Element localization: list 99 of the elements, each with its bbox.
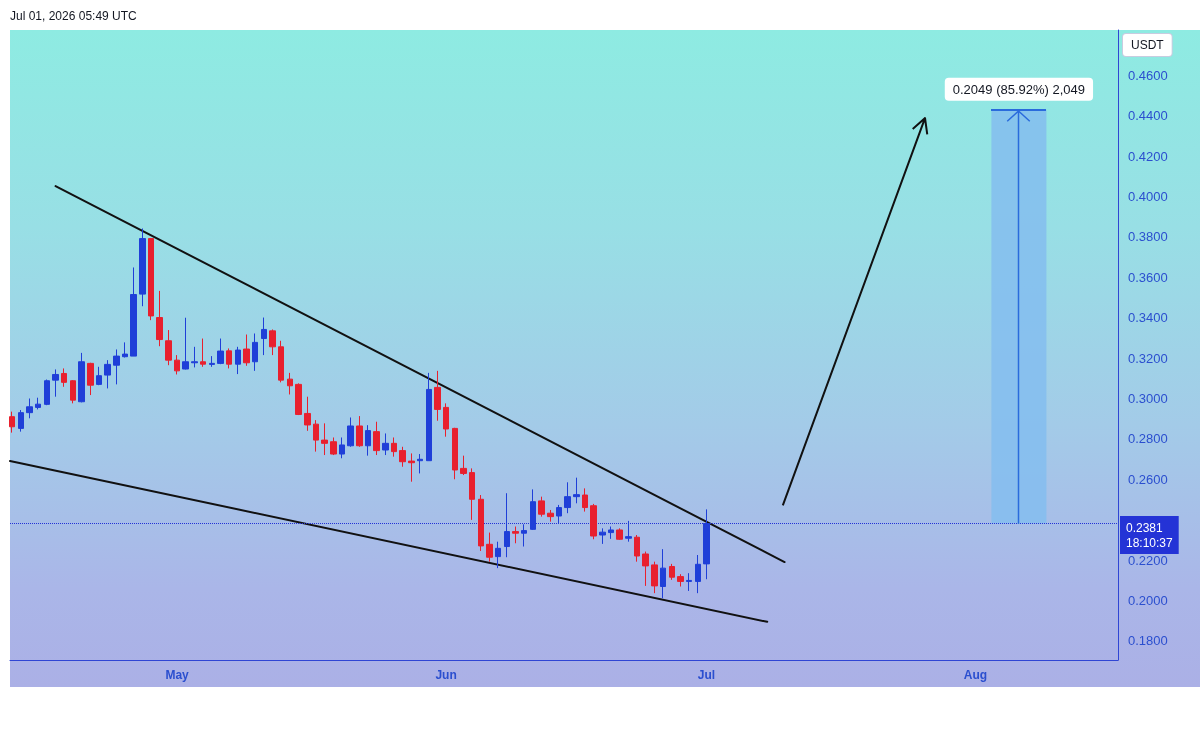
- candlestick: [408, 452, 415, 483]
- y-tick-label: 0.3600: [1128, 269, 1168, 285]
- candlestick: [347, 416, 354, 448]
- candlestick: [399, 446, 406, 468]
- candlestick: [564, 481, 571, 514]
- candlestick: [478, 494, 484, 552]
- y-tick-label: 0.3200: [1128, 350, 1168, 366]
- candlestick: [26, 398, 33, 419]
- candlestick: [243, 334, 250, 367]
- y-tick-label: 0.2800: [1128, 431, 1168, 447]
- candlestick: [261, 317, 267, 356]
- y-tick-label: 0.2200: [1128, 552, 1168, 568]
- candlestick: [486, 532, 493, 563]
- candlestick: [139, 227, 146, 307]
- candlestick: [434, 370, 441, 422]
- y-tick-label: 0.3800: [1128, 229, 1168, 245]
- candlestick: [104, 359, 111, 389]
- x-tick-label: Jun: [435, 668, 457, 682]
- candlestick: [148, 237, 154, 321]
- candlestick: [547, 509, 554, 523]
- candlestick: [599, 527, 606, 545]
- candlestick: [113, 348, 120, 385]
- candlestick: [469, 467, 475, 521]
- x-tick-label: Jul: [697, 668, 716, 682]
- candlestick: [330, 436, 337, 456]
- candlestick: [634, 534, 640, 563]
- text: Jul 01, 2026 05:49 UTC: [10, 9, 138, 23]
- candlestick: [130, 266, 137, 357]
- candlestick: [582, 487, 588, 513]
- y-tick-label: 0.2600: [1128, 471, 1168, 487]
- text: 18:10:37: [1126, 535, 1174, 550]
- candlestick: [252, 332, 258, 372]
- y-tick-label: 0.1800: [1128, 633, 1168, 649]
- candlestick: [642, 551, 649, 587]
- candlestick: [295, 382, 302, 416]
- candlestick: [391, 436, 397, 458]
- y-tick-label: 0.4600: [1128, 67, 1168, 83]
- y-tick-label: 0.4000: [1128, 189, 1168, 205]
- candlestick: [96, 366, 102, 386]
- candlestick: [313, 419, 319, 453]
- candlestick: [669, 563, 675, 581]
- candlestick: [235, 346, 241, 375]
- y-tick-label: 0.3000: [1128, 391, 1168, 407]
- candlestick: [616, 527, 623, 541]
- candlestick: [495, 541, 501, 569]
- candlestick: [686, 572, 692, 592]
- candlestick: [182, 317, 189, 370]
- ref-line-label: 0.2381: [1126, 520, 1164, 535]
- candlestick: [35, 397, 41, 410]
- y-tick-label: 0.4200: [1128, 148, 1168, 164]
- candlestick: [44, 379, 50, 406]
- candlestick: [695, 554, 701, 594]
- candlestick: [460, 455, 467, 476]
- y-tick-label: 0.4400: [1128, 108, 1168, 124]
- candlestick: [512, 526, 519, 544]
- y-tick-label: 0.3400: [1128, 310, 1168, 326]
- candlestick: [321, 422, 328, 456]
- candlestick: [573, 477, 580, 504]
- candlestick: [417, 453, 423, 474]
- candlestick: [191, 346, 198, 368]
- candlestick: [278, 340, 284, 383]
- candlestick: [61, 367, 67, 388]
- candlestick: [339, 436, 345, 459]
- candlestick: [217, 338, 224, 365]
- candlestick: [608, 526, 614, 540]
- candlestick: [660, 548, 666, 599]
- candlestick: [426, 372, 432, 462]
- candlestick: [78, 352, 85, 403]
- candlestick: [365, 424, 371, 457]
- candlestick: [452, 427, 458, 480]
- candlestick: [9, 411, 15, 434]
- x-tick-label: May: [165, 668, 190, 682]
- candlestick: [156, 290, 163, 347]
- candlestick: [209, 355, 215, 368]
- candlestick: [304, 396, 311, 432]
- data-label: 0.2049 (85.92%) 2,049: [952, 81, 1086, 97]
- candlestick: [651, 561, 658, 594]
- candlestick: [70, 379, 76, 404]
- candlestick: [174, 354, 180, 375]
- candlestick: [443, 402, 449, 438]
- candlestick: [200, 338, 206, 368]
- candlestick: [269, 328, 276, 356]
- candlestick: [538, 496, 545, 518]
- y-axis-title: USDT: [1131, 38, 1165, 52]
- candlestick: [382, 432, 389, 456]
- candlestick: [226, 347, 232, 369]
- candlestick: [521, 523, 527, 548]
- x-tick-label: Aug: [963, 668, 988, 682]
- candlestick: [165, 329, 172, 366]
- candlestick: [590, 503, 597, 540]
- y-tick-label: 0.2000: [1128, 592, 1168, 608]
- candlestick: [18, 409, 24, 433]
- candlestick: [373, 421, 380, 456]
- candlestick: [122, 341, 128, 359]
- candlestick: [677, 573, 684, 587]
- candlestick: [52, 368, 59, 398]
- candlestick: [356, 415, 363, 448]
- candlestick: [87, 362, 94, 396]
- candlestick: [287, 372, 293, 395]
